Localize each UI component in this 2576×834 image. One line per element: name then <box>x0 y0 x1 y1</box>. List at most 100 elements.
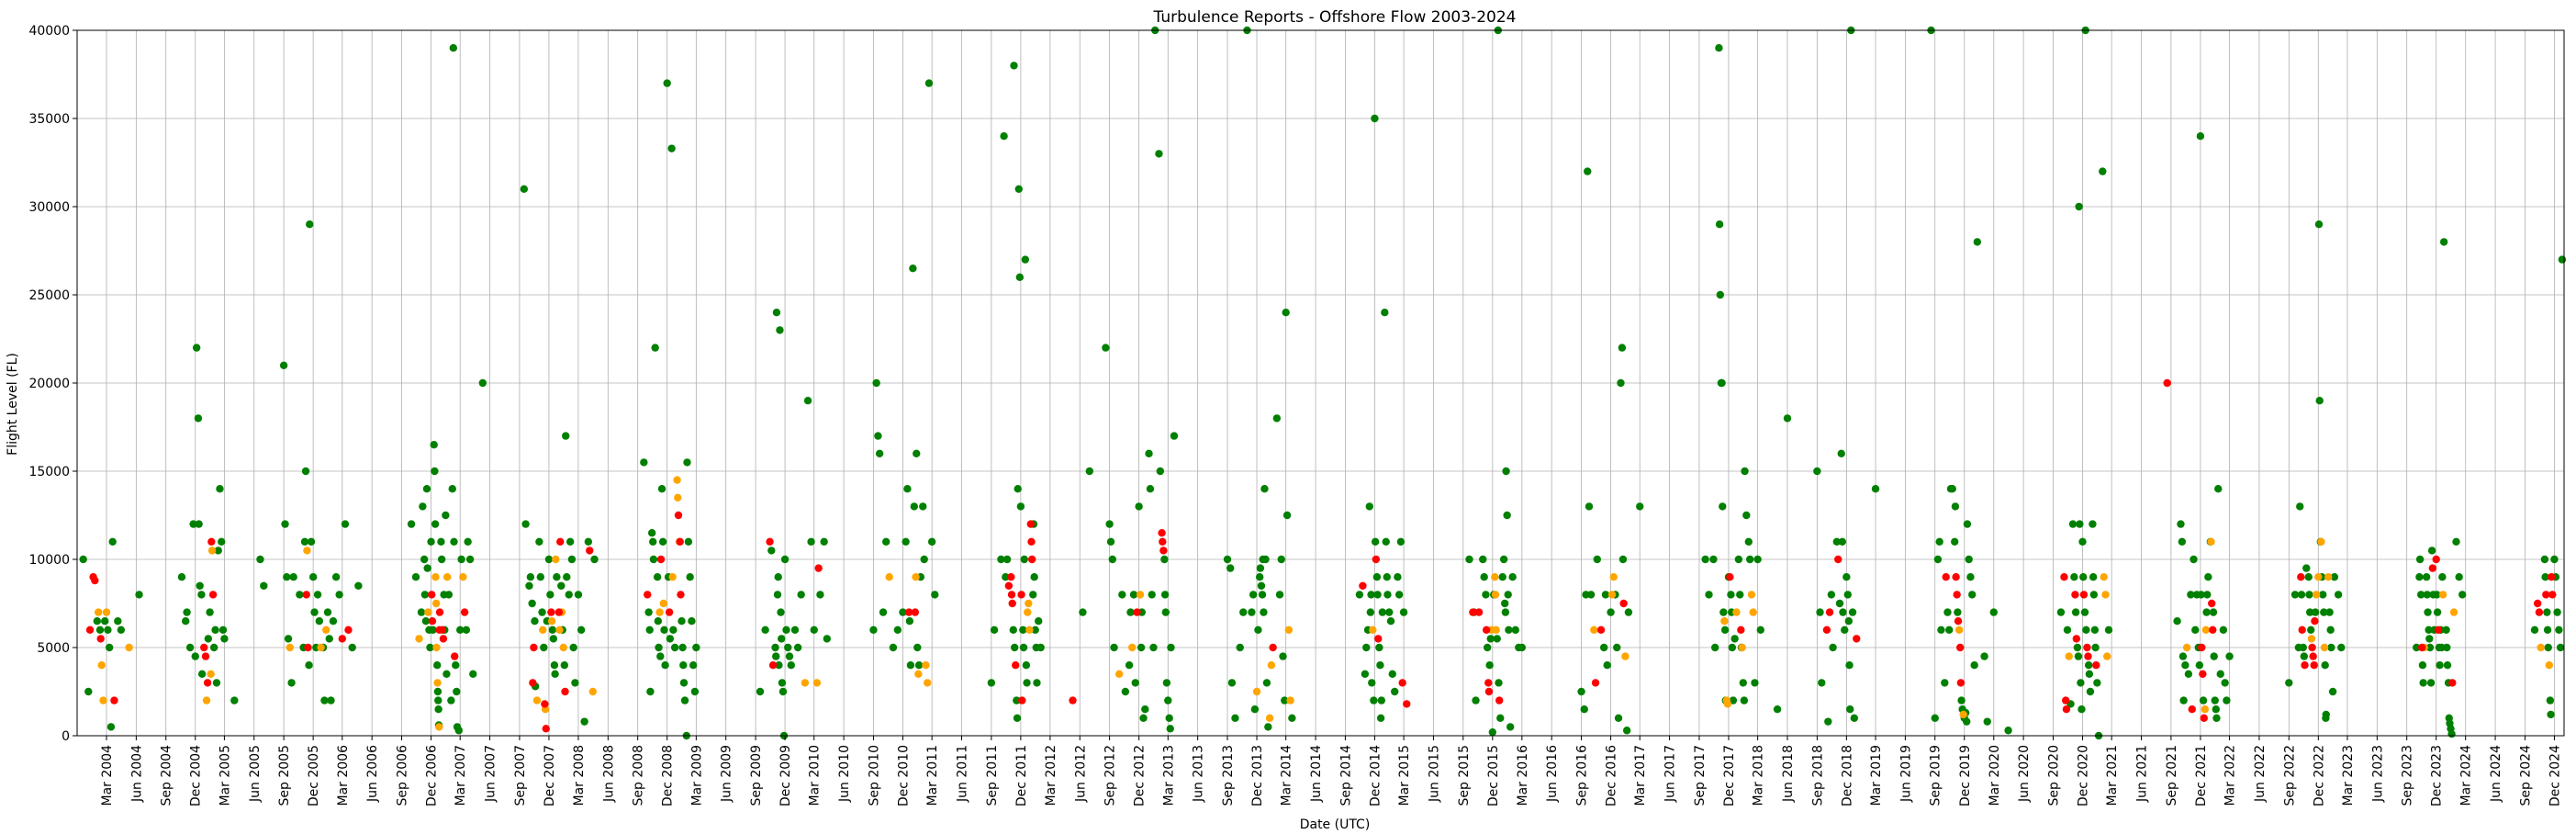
data-point-light <box>2304 573 2313 581</box>
data-point-light <box>1728 643 1737 652</box>
x-tick-label: Jun 2021 <box>2135 745 2150 803</box>
data-point-severe <box>1955 643 1965 652</box>
x-tick-label: Sep 2023 <box>2401 745 2415 806</box>
data-point-light <box>305 661 313 670</box>
data-point-light <box>1161 608 1170 616</box>
data-point-light <box>909 265 917 273</box>
data-point-light <box>1383 573 1391 581</box>
data-point-light <box>1740 696 1749 704</box>
data-point-light <box>2297 591 2306 599</box>
y-tick-label: 0 <box>62 729 70 744</box>
data-point-light <box>183 608 191 616</box>
data-point-light <box>683 458 691 467</box>
data-point-severe <box>2072 635 2081 643</box>
data-point-light <box>2211 696 2219 704</box>
y-axis-label: Flight Level (FL) <box>6 353 20 456</box>
data-point-light <box>1843 591 1852 599</box>
data-point-light <box>666 635 675 643</box>
data-point-severe <box>2308 643 2316 652</box>
data-point-severe <box>2432 555 2440 564</box>
data-point-light <box>899 608 907 616</box>
x-tick-label: Mar 2006 <box>336 745 351 806</box>
data-point-light <box>647 529 656 537</box>
data-point-severe <box>85 626 95 634</box>
data-point-light <box>2546 696 2555 704</box>
data-point-light <box>2178 652 2188 660</box>
data-point-light <box>1231 714 1239 722</box>
data-point-light <box>1000 132 1008 141</box>
data-point-light <box>2327 643 2335 652</box>
data-point-severe <box>1596 626 1606 634</box>
data-point-moderate <box>1590 626 1598 634</box>
data-point-light <box>778 687 788 696</box>
data-point-light <box>1599 643 1608 652</box>
data-point-light <box>544 555 554 564</box>
data-point-light <box>1106 537 1115 546</box>
data-point-severe <box>554 608 564 616</box>
data-point-severe <box>451 652 459 660</box>
data-point-light <box>2458 591 2467 599</box>
y-axis: 0 5000 10000 15000 20000 25000 30000 35000 40000 <box>28 24 77 744</box>
data-point-light <box>919 502 927 511</box>
data-point-light <box>2550 555 2559 564</box>
data-point-light <box>551 670 559 678</box>
data-point-light <box>1472 696 1480 704</box>
data-point-light <box>1262 679 1271 687</box>
data-point-light <box>1850 714 1859 722</box>
data-point-light <box>1378 608 1387 616</box>
data-point-light <box>1584 167 1592 175</box>
data-point-light <box>1373 591 1382 599</box>
data-point-light <box>905 617 914 626</box>
data-point-light <box>197 591 206 599</box>
data-point-light <box>2543 608 2551 616</box>
data-point-light <box>1618 555 1628 564</box>
data-point-moderate <box>914 670 923 678</box>
data-point-light <box>1488 727 1497 737</box>
data-point-light <box>1496 714 1505 722</box>
data-point-light <box>540 643 548 652</box>
data-point-severe <box>1474 608 1484 616</box>
data-point-severe <box>2298 626 2306 634</box>
data-point-light <box>1146 485 1155 493</box>
data-point-moderate <box>2100 573 2108 581</box>
data-point-moderate <box>659 599 668 608</box>
data-point-moderate <box>1369 626 1377 634</box>
data-point-light <box>820 537 828 546</box>
data-point-light <box>1839 608 1847 616</box>
data-point-light <box>1002 573 1010 581</box>
x-tick-label: Dec 2019 <box>1958 745 1973 806</box>
data-point-light <box>577 626 586 634</box>
data-point-severe <box>2062 696 2070 704</box>
data-point-severe <box>344 626 353 634</box>
data-point-light <box>1730 635 1739 643</box>
data-point-light <box>654 617 663 626</box>
x-tick-label: Dec 2017 <box>1722 745 1737 806</box>
data-point-light <box>566 537 575 546</box>
data-point-light <box>1951 502 1960 511</box>
x-tick-label: Mar 2010 <box>808 745 823 806</box>
x-tick-label: Dec 2016 <box>1605 745 1619 806</box>
x-tick-label: Mar 2012 <box>1044 745 1058 806</box>
data-point-severe <box>1374 635 1383 643</box>
x-tick-label: Mar 2018 <box>1752 745 1766 806</box>
data-point-moderate <box>812 679 822 687</box>
data-point-light <box>777 608 785 616</box>
data-point-severe <box>1372 555 1381 564</box>
x-tick-label: Jun 2006 <box>365 745 380 803</box>
data-point-light <box>2436 661 2444 670</box>
data-point-light <box>313 591 322 599</box>
data-point-moderate <box>1025 626 1034 634</box>
data-point-light <box>771 643 779 652</box>
data-point-light <box>1391 687 1399 696</box>
data-point-light <box>1719 502 1727 511</box>
data-point-light <box>1137 643 1146 652</box>
data-point-moderate <box>442 573 452 581</box>
data-point-light <box>2290 591 2300 599</box>
data-point-light <box>1727 591 1735 599</box>
x-tick-label: Dec 2015 <box>1486 745 1501 806</box>
data-point-light <box>449 44 458 52</box>
data-point-light <box>84 687 93 696</box>
data-point-light <box>1361 670 1370 678</box>
data-point-light <box>1118 591 1126 599</box>
data-point-light <box>580 717 588 726</box>
